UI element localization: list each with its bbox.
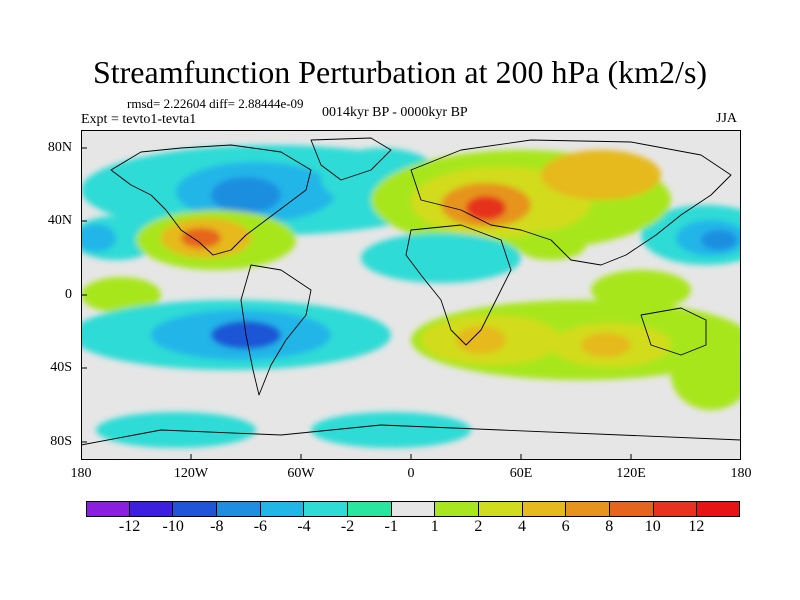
contour-eurasia-inner (466, 196, 506, 220)
period-label: 0014kyr BP - 0000kyr BP (322, 105, 468, 120)
colorbar-label: 8 (605, 518, 614, 535)
experiment-label: Expt = tevto1-tevta1 (81, 112, 197, 127)
colorbar-swatch (391, 501, 436, 517)
australia-outline (640, 307, 707, 356)
xtick-label: 60E (509, 466, 533, 481)
xtick-label: 120E (616, 466, 646, 481)
map-plot (81, 130, 741, 460)
field-layer (81, 130, 741, 460)
contour-maritime (591, 270, 691, 310)
colorbar-swatch (697, 501, 741, 517)
colorbar-label: 12 (688, 518, 705, 535)
contour-australia (671, 340, 741, 410)
ytick-label: 80N (47, 140, 72, 155)
contour-antarctic-atlantic (311, 412, 471, 448)
contour-southern-africa-inner (456, 326, 506, 354)
colorbar-label: -1 (384, 518, 398, 535)
xtick-label: 120W (173, 466, 209, 481)
eurasia-outline (410, 139, 732, 266)
colorbar-swatch (304, 501, 349, 517)
colorbar-label: -6 (253, 518, 268, 535)
colorbar-swatch (435, 501, 480, 517)
chart-title: Streamfunction Perturbation at 200 hPa (… (92, 54, 708, 90)
season-label: JJA (716, 111, 738, 126)
contour-north-america-inner (211, 177, 281, 213)
colorbar-label: -10 (162, 518, 184, 535)
colorbar-swatch (129, 501, 174, 517)
tick-marks (81, 147, 741, 460)
colorbar-label: -12 (118, 518, 141, 535)
colorbar-swatch (348, 501, 392, 517)
contour-east-pacific-inner (81, 224, 116, 252)
contour-south-indian-inner (581, 333, 631, 357)
ytick-label: 40N (47, 213, 72, 228)
colorbar-swatch (566, 501, 611, 517)
contour-west-pacific-inner (701, 230, 737, 250)
coastlines (81, 137, 741, 446)
colorbar-swatch (217, 501, 261, 517)
contour-caribbean-inner (181, 228, 221, 248)
colorbar-label: 10 (644, 518, 661, 535)
contour-tropical-atlantic (361, 233, 521, 283)
xtick-label: 0 (407, 466, 415, 481)
antarctica-outline (81, 424, 741, 446)
africa-outline (405, 224, 512, 346)
colorbar-swatch (479, 501, 523, 517)
colorbar-label: 4 (518, 518, 526, 535)
contour-siberia (541, 150, 661, 200)
xtick-label: 180 (70, 466, 92, 481)
ytick-label: 80S (50, 434, 72, 449)
colorbar-label: 2 (474, 518, 483, 535)
contour-arabia (516, 230, 586, 260)
colorbar-label: 6 (561, 518, 570, 535)
xtick-label: 180 (730, 466, 752, 481)
greenland-outline (310, 137, 392, 181)
ytick-label: 40S (50, 360, 72, 375)
north-america-outline (110, 144, 312, 256)
colorbar-label: -2 (340, 518, 355, 535)
contour-fills (81, 145, 741, 448)
colorbar-swatch (86, 501, 130, 517)
colorbar-label: -4 (297, 518, 311, 535)
colorbar-label: -8 (210, 518, 224, 535)
colorbar-swatch (610, 501, 654, 517)
xtick-label: 60W (287, 466, 315, 481)
colorbar-swatch (173, 501, 218, 517)
colorbar-swatch (260, 501, 305, 517)
south-america-outline (240, 264, 312, 396)
colorbar-swatch (653, 501, 698, 517)
colorbar-swatch (522, 501, 567, 517)
contour-antarctic-pacific (96, 412, 256, 448)
colorbar-label: 1 (430, 518, 439, 535)
contour-tropical-east-pacific (81, 277, 161, 313)
ytick-label: 0 (65, 287, 72, 302)
stats-label: rmsd= 2.22604 diff= 2.88444e-09 (127, 96, 304, 111)
colorbar (86, 501, 741, 517)
